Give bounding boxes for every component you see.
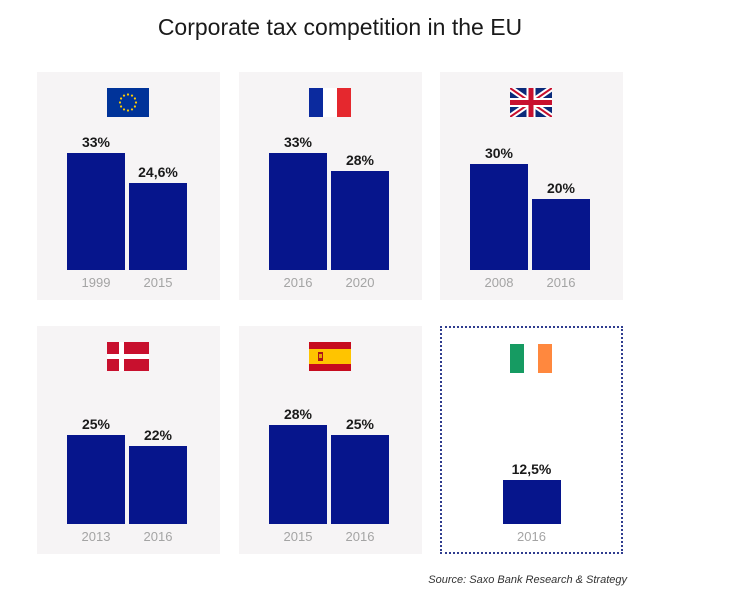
data-label: 33% xyxy=(283,134,313,150)
year-tick-label: 2008 xyxy=(484,275,514,290)
year-tick-label: 2020 xyxy=(345,275,375,290)
bar-eu-1999 xyxy=(67,153,125,270)
data-label: 24,6% xyxy=(138,163,178,180)
data-label: 25% xyxy=(345,416,375,433)
year-tick-label: 2015 xyxy=(143,275,173,290)
year-tick-label: 2016 xyxy=(345,529,375,544)
source-note: Source: Saxo Bank Research & Strategy xyxy=(428,574,627,586)
year-tick-label: 1999 xyxy=(81,275,111,290)
panel-eu: 33% 1999 24,6% 2015 xyxy=(37,72,220,300)
data-label: 22% xyxy=(143,427,173,443)
panel-uk: 30% 2008 20% 2016 xyxy=(440,72,623,300)
bar-uk-2008 xyxy=(470,163,528,270)
bar-france-2016 xyxy=(269,153,327,270)
denmark-flag-icon xyxy=(107,342,149,371)
panel-france: 33% 2016 28% 2020 xyxy=(239,72,422,300)
spain-flag-icon xyxy=(309,342,351,371)
year-tick-label: 2016 xyxy=(143,529,173,544)
eu-flag-icon xyxy=(107,88,149,117)
bar-denmark-2013 xyxy=(67,435,125,524)
bar-spain-2015 xyxy=(269,424,327,524)
bar-denmark-2016 xyxy=(129,446,187,524)
france-flag-icon xyxy=(309,88,351,117)
bar-ireland-2016 xyxy=(502,479,561,524)
chart-title: Corporate tax competition in the EU xyxy=(157,14,523,40)
year-tick-label: 2016 xyxy=(283,275,313,290)
year-tick-label: 2016 xyxy=(546,275,576,290)
year-tick-label: 2013 xyxy=(81,529,111,544)
data-label: 25% xyxy=(81,416,111,433)
year-tick-label: 2016 xyxy=(517,529,546,544)
data-label: 28% xyxy=(283,405,313,422)
panel-denmark: 25% 2013 22% 2016 xyxy=(37,326,220,554)
data-label: 33% xyxy=(81,134,111,150)
data-label: 12,5% xyxy=(511,460,552,477)
panel-ireland: 12,5% 2016 xyxy=(440,326,623,554)
ireland-flag-icon xyxy=(510,344,552,373)
data-label: 20% xyxy=(546,180,576,197)
panel-spain: 28% 2015 25% 2016 xyxy=(239,326,422,554)
uk-flag-icon xyxy=(510,88,552,117)
bar-uk-2016 xyxy=(532,199,590,270)
year-tick-label: 2015 xyxy=(283,529,313,544)
data-label: 30% xyxy=(484,144,514,161)
bar-eu-2015 xyxy=(129,182,187,270)
data-label: 28% xyxy=(345,151,375,168)
bar-spain-2016 xyxy=(331,435,389,524)
bar-france-2020 xyxy=(331,170,389,270)
